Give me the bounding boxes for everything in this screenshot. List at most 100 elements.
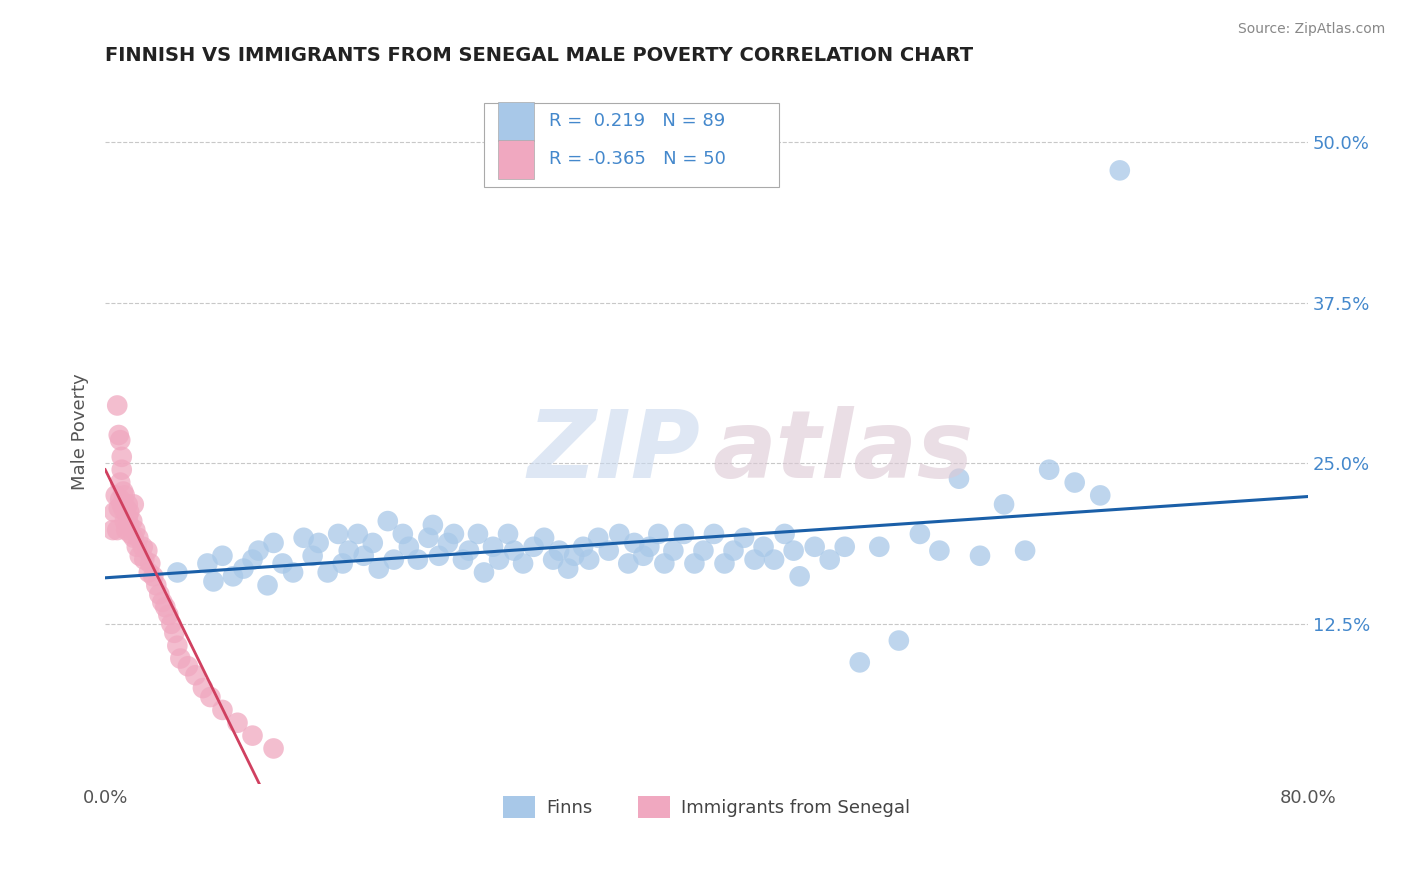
Point: [683, 557, 706, 571]
Point: [157, 607, 180, 622]
Point: [562, 549, 585, 563]
Point: [202, 574, 225, 589]
Point: [121, 514, 143, 528]
Point: [163, 625, 186, 640]
Point: [377, 514, 399, 528]
Point: [607, 527, 630, 541]
FancyBboxPatch shape: [484, 103, 779, 187]
Point: [105, 399, 128, 413]
FancyBboxPatch shape: [498, 140, 534, 179]
Point: [752, 540, 775, 554]
Point: [496, 527, 519, 541]
Point: [482, 540, 505, 554]
Point: [662, 543, 685, 558]
Point: [114, 514, 136, 528]
Point: [211, 703, 233, 717]
Point: [222, 569, 245, 583]
Point: [638, 540, 661, 554]
Point: [256, 578, 278, 592]
Point: [887, 633, 910, 648]
Point: [169, 651, 191, 665]
Point: [316, 566, 339, 580]
Point: [458, 543, 481, 558]
Point: [166, 566, 188, 580]
Point: [166, 639, 188, 653]
Point: [533, 531, 555, 545]
Point: [292, 531, 315, 545]
Point: [654, 557, 676, 571]
Point: [263, 536, 285, 550]
Point: [451, 552, 474, 566]
Point: [124, 523, 146, 537]
Point: [868, 540, 890, 554]
Point: [115, 523, 138, 537]
Y-axis label: Male Poverty: Male Poverty: [72, 373, 89, 490]
Point: [111, 450, 134, 464]
Point: [128, 549, 150, 563]
Point: [150, 595, 173, 609]
Point: [281, 566, 304, 580]
Point: [115, 501, 138, 516]
Point: [118, 505, 141, 519]
Point: [142, 569, 165, 583]
Point: [703, 527, 725, 541]
Point: [818, 552, 841, 566]
Point: [122, 531, 145, 545]
Point: [247, 543, 270, 558]
Point: [308, 536, 330, 550]
Point: [512, 557, 534, 571]
Point: [346, 527, 368, 541]
Point: [1108, 163, 1130, 178]
Point: [392, 527, 415, 541]
Point: [197, 557, 219, 571]
FancyBboxPatch shape: [498, 102, 534, 141]
Point: [263, 741, 285, 756]
Point: [647, 527, 669, 541]
Point: [692, 543, 714, 558]
Point: [598, 543, 620, 558]
Point: [271, 557, 294, 571]
Point: [155, 600, 177, 615]
Point: [723, 543, 745, 558]
Point: [145, 578, 167, 592]
Point: [232, 561, 254, 575]
Point: [969, 549, 991, 563]
Point: [633, 549, 655, 563]
Point: [107, 428, 129, 442]
Point: [127, 531, 149, 545]
Point: [367, 561, 389, 575]
Point: [134, 552, 156, 566]
Point: [672, 527, 695, 541]
Point: [488, 552, 510, 566]
Point: [110, 492, 132, 507]
Point: [422, 517, 444, 532]
Point: [148, 587, 170, 601]
Point: [523, 540, 546, 554]
Text: atlas: atlas: [713, 407, 974, 499]
Point: [908, 527, 931, 541]
Point: [503, 543, 526, 558]
Point: [782, 543, 804, 558]
Point: [763, 552, 786, 566]
Point: [101, 523, 124, 537]
Text: R =  0.219   N = 89: R = 0.219 N = 89: [548, 112, 725, 130]
Point: [112, 501, 135, 516]
Point: [242, 552, 264, 566]
Point: [557, 561, 579, 575]
Point: [337, 543, 360, 558]
Point: [200, 690, 222, 704]
Point: [112, 484, 135, 499]
Point: [382, 552, 405, 566]
Point: [623, 536, 645, 550]
Point: [114, 488, 136, 502]
Point: [139, 557, 162, 571]
Text: R = -0.365   N = 50: R = -0.365 N = 50: [548, 151, 725, 169]
Point: [993, 497, 1015, 511]
Point: [361, 536, 384, 550]
Text: FINNISH VS IMMIGRANTS FROM SENEGAL MALE POVERTY CORRELATION CHART: FINNISH VS IMMIGRANTS FROM SENEGAL MALE …: [105, 46, 973, 65]
Point: [184, 668, 207, 682]
Point: [1090, 488, 1112, 502]
Point: [398, 540, 420, 554]
Point: [301, 549, 323, 563]
Point: [332, 557, 354, 571]
